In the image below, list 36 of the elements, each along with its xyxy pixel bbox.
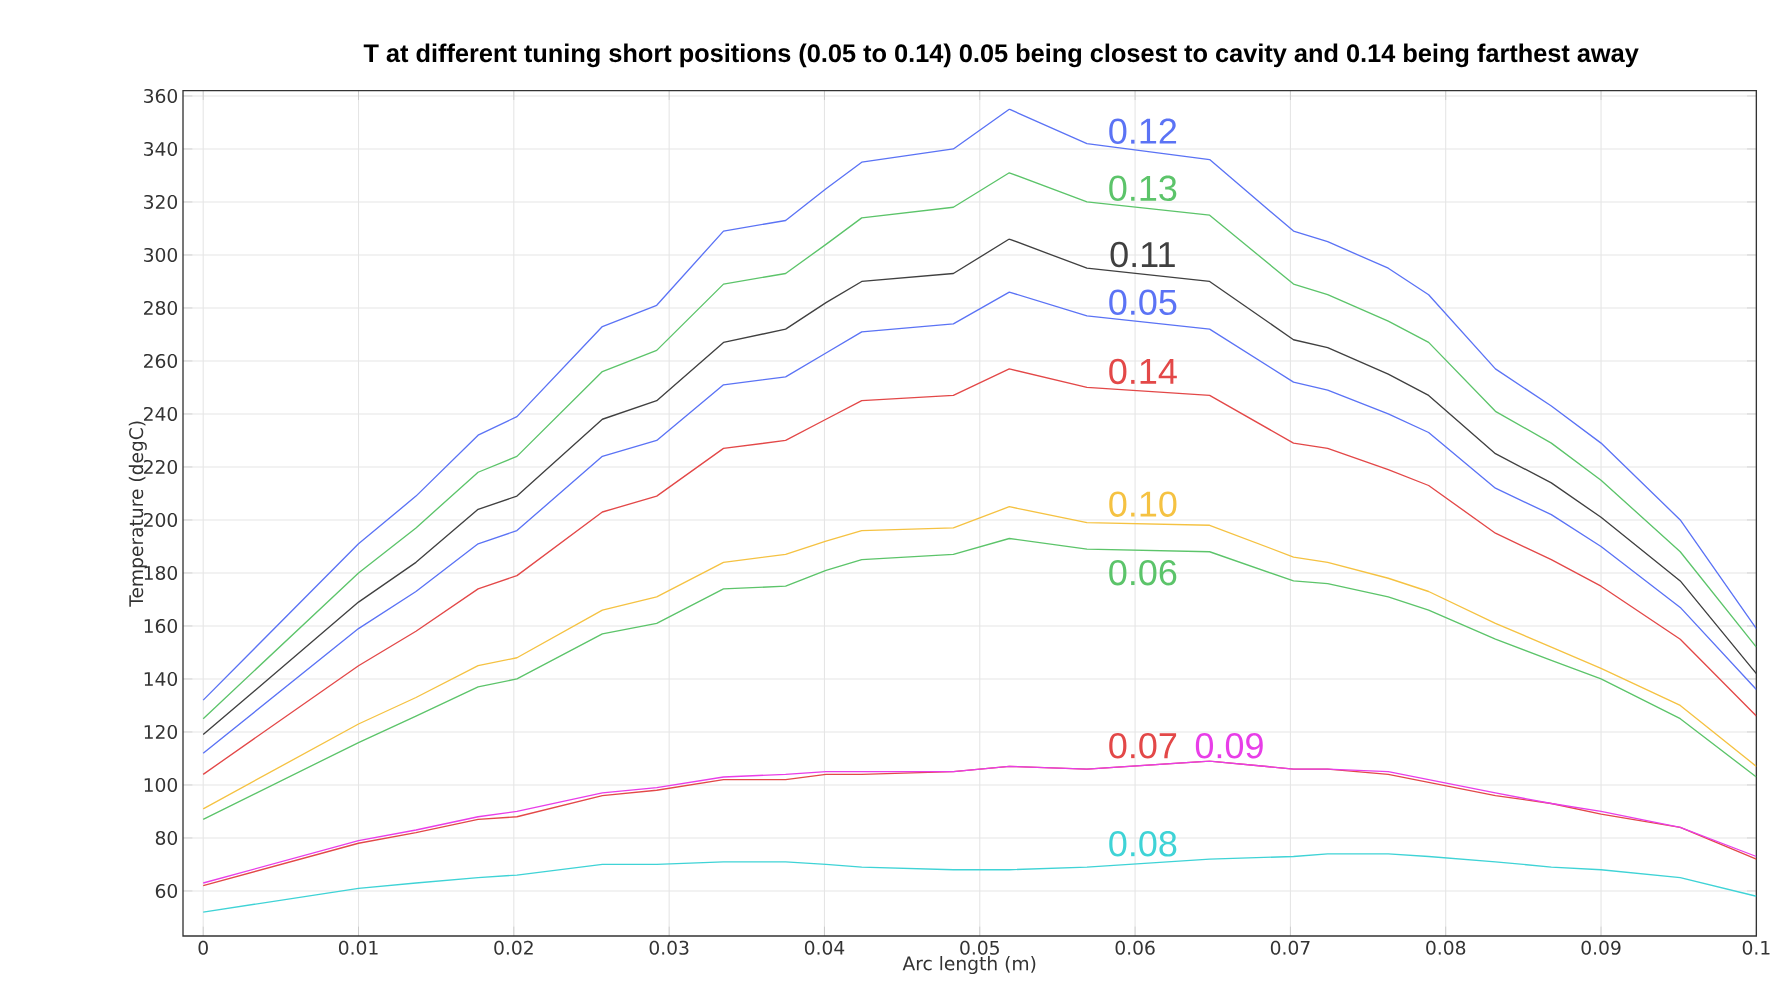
y-tick-label: 260 <box>144 353 178 369</box>
x-tick-label: 0.06 <box>1115 940 1155 955</box>
y-tick-label: 320 <box>144 194 178 210</box>
x-tick-label: 0.1 <box>1742 940 1770 955</box>
x-tick-label: 0.05 <box>960 940 999 955</box>
y-tick-label: 160 <box>144 618 178 634</box>
series-label: 0.07 <box>1109 733 1177 759</box>
x-tick-label: 0.09 <box>1581 940 1621 955</box>
y-tick-label: 80 <box>155 830 178 846</box>
series-label: 0.10 <box>1109 491 1177 517</box>
x-tick-label: 0.08 <box>1426 940 1466 955</box>
series-label: 0.12 <box>1109 118 1177 144</box>
x-tick-label: 0.03 <box>649 940 689 955</box>
series-label: 0.11 <box>1110 241 1175 268</box>
series-label: 0.05 <box>1109 289 1177 316</box>
x-tick-label: 0 <box>198 940 208 955</box>
y-tick-label: 340 <box>144 141 178 157</box>
y-tick-label: 240 <box>144 406 178 422</box>
x-tick-label: 0.07 <box>1270 940 1310 955</box>
y-tick-label: 300 <box>144 247 178 263</box>
y-tick-label: 360 <box>144 88 178 104</box>
series-label: 0.14 <box>1109 358 1177 385</box>
y-tick-label: 120 <box>144 724 178 740</box>
y-tick-label: 140 <box>144 671 178 687</box>
chart-title: T at different tuning short positions (0.05 to 0.14) 0.05 being closest to cavity and 0.14 being farthest away <box>363 43 1639 68</box>
x-tick-label: 0.01 <box>338 940 378 955</box>
x-axis-title: Arc length (m) <box>902 955 1036 975</box>
series-label: 0.08 <box>1109 831 1177 857</box>
x-tick-label: 0.02 <box>494 940 533 955</box>
y-tick-label: 100 <box>144 777 178 793</box>
x-tick-label: 0.04 <box>804 940 845 955</box>
y-tick-label: 280 <box>144 300 178 316</box>
y-tick-label: 60 <box>155 883 178 899</box>
series-label: 0.09 <box>1195 733 1263 759</box>
series-label: 0.06 <box>1109 559 1177 586</box>
series-label: 0.13 <box>1109 175 1177 202</box>
